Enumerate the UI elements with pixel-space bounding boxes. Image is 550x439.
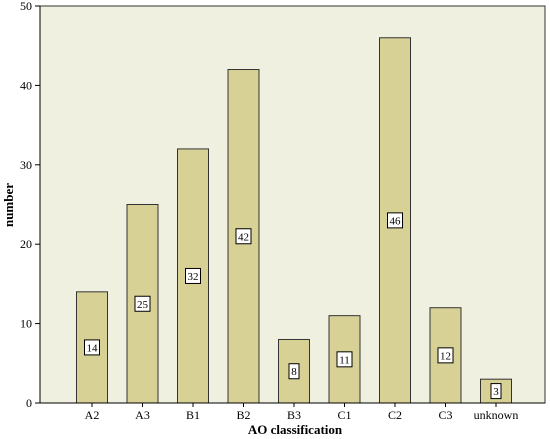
data-label-box	[288, 363, 300, 380]
x-tick-label: C2	[388, 408, 402, 422]
data-label: 8	[291, 366, 297, 378]
y-axis-ticks: 0 10 20 30 40 50	[20, 0, 40, 410]
y-tick-label: 0	[26, 396, 32, 410]
y-tick-label: 20	[20, 237, 32, 251]
x-axis-ticks: A2 A3 B1 B2 B3 C1 C2 C3 unknown	[85, 403, 519, 422]
y-tick-label: 40	[20, 78, 32, 92]
data-label-box	[235, 228, 252, 245]
x-tick-label: C1	[337, 408, 351, 422]
y-tick-label: 30	[20, 158, 32, 172]
x-axis-title: AO classification	[248, 422, 343, 437]
data-label: 14	[87, 342, 99, 354]
data-label: 12	[440, 350, 451, 362]
data-label: 3	[493, 386, 499, 398]
y-tick-label: 50	[20, 0, 32, 13]
data-label-box	[437, 347, 454, 364]
data-label-box	[490, 383, 502, 400]
data-label: 42	[238, 231, 249, 243]
data-label: 32	[188, 271, 199, 283]
data-label: 25	[137, 299, 149, 311]
x-tick-label: A3	[135, 408, 150, 422]
data-label-box	[336, 351, 353, 368]
data-labels: 14 25 32 42 8 11 46 12 3	[84, 212, 502, 400]
x-tick-label: B2	[236, 408, 250, 422]
data-label: 11	[339, 354, 350, 366]
x-tick-label: B3	[287, 408, 301, 422]
bar-c2	[379, 37, 411, 404]
data-label: 46	[390, 215, 402, 227]
data-label-box	[185, 267, 201, 284]
x-tick-label: A2	[85, 408, 100, 422]
x-tick-label: unknown	[474, 408, 519, 422]
x-tick-label: B1	[186, 408, 200, 422]
y-axis-title: number	[1, 183, 16, 227]
data-label-box	[134, 295, 151, 312]
data-label-box	[387, 212, 403, 229]
y-tick-label: 10	[20, 317, 32, 331]
x-tick-label: C3	[438, 408, 452, 422]
data-label-box	[84, 339, 100, 356]
